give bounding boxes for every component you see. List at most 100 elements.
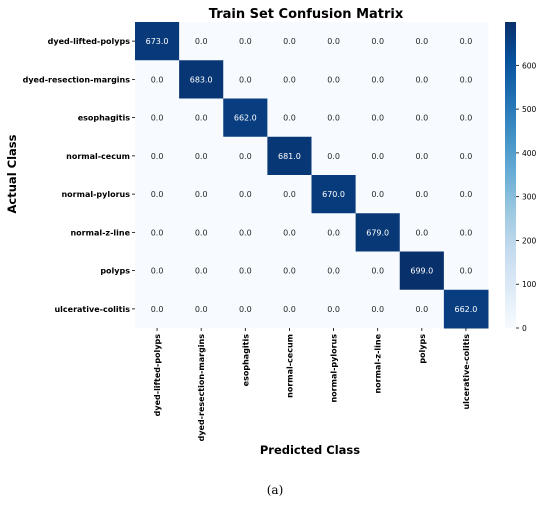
heatmap-cell: [223, 213, 268, 252]
y-tick-label: ulcerative-colitis: [54, 305, 130, 314]
colorbar-tick-label: 100: [522, 280, 537, 289]
cell-value: 0.0: [327, 37, 340, 46]
cell-value: 0.0: [327, 152, 340, 161]
cell-value: 0.0: [415, 114, 428, 123]
cell-value: 0.0: [283, 228, 296, 237]
x-tick-label: normal-z-line: [374, 333, 383, 393]
cell-value: 0.0: [415, 75, 428, 84]
cell-value: 0.0: [283, 37, 296, 46]
heatmap-cell: [135, 98, 180, 138]
cell-value: 0.0: [415, 37, 428, 46]
heatmap-cell: [267, 213, 312, 252]
cell-value: 0.0: [239, 305, 252, 314]
x-tick-label: normal-pylorus: [330, 334, 339, 403]
heatmap-cell: [267, 136, 312, 176]
cell-value: 0.0: [371, 37, 384, 46]
heatmap-cell: [223, 22, 268, 61]
cell-value: 0.0: [283, 114, 296, 123]
cell-value: 0.0: [283, 190, 296, 199]
cell-value: 0.0: [460, 152, 473, 161]
heatmap-cell: [179, 60, 224, 99]
y-tick-label: normal-z-line: [70, 228, 130, 237]
x-tick-label: normal-cecum: [285, 334, 294, 398]
heatmap-cell: [311, 22, 357, 61]
heatmap-cell: [223, 98, 268, 138]
heatmap-cell: [179, 136, 224, 176]
cell-value: 0.0: [151, 228, 164, 237]
heatmap-cell: [135, 22, 180, 61]
cell-value: 683.0: [190, 75, 213, 84]
heatmap-cell: [311, 289, 357, 329]
heatmap-cell: [399, 22, 445, 61]
heatmap-cell: [443, 175, 489, 214]
cell-value: 662.0: [234, 114, 257, 123]
cell-value: 0.0: [195, 305, 208, 314]
heatmap-cell: [135, 60, 180, 99]
cell-value: 0.0: [460, 114, 473, 123]
heatmap-cell: [179, 289, 224, 329]
cell-value: 0.0: [371, 114, 384, 123]
cell-value: 0.0: [239, 228, 252, 237]
cell-value: 0.0: [151, 114, 164, 123]
cell-value: 0.0: [327, 228, 340, 237]
cell-value: 0.0: [460, 267, 473, 276]
heatmap-cell: [355, 136, 401, 176]
cell-value: 681.0: [278, 152, 301, 161]
heatmap-cell: [355, 213, 401, 252]
y-tick-label: polyps: [100, 267, 130, 276]
heatmap-cell: [355, 175, 401, 214]
cell-value: 0.0: [371, 152, 384, 161]
heatmap-cell: [399, 136, 445, 176]
cell-value: 679.0: [366, 228, 389, 237]
heatmap-cell: [399, 60, 445, 99]
colorbar-ticks: 0 100 200 300 400 500 600: [516, 61, 537, 333]
heatmap-cell: [179, 22, 224, 61]
heatmap-cell: [443, 251, 489, 291]
colorbar-tick-label: 300: [522, 193, 537, 202]
heatmap-cell: [443, 213, 489, 252]
cell-value: 0.0: [327, 305, 340, 314]
cell-value: 0.0: [415, 190, 428, 199]
cell-value: 0.0: [460, 228, 473, 237]
colorbar-tick-label: 600: [522, 61, 537, 70]
cell-value: 699.0: [410, 267, 433, 276]
colorbar-tick-label: 500: [522, 105, 537, 114]
cell-value: 0.0: [195, 114, 208, 123]
heatmap-cell: [311, 213, 357, 252]
heatmap-cell: [399, 175, 445, 214]
y-axis-label: Actual Class: [5, 134, 19, 213]
heatmap-cell: [267, 289, 312, 329]
x-tick-label: polyps: [418, 334, 427, 364]
cell-value: 0.0: [371, 190, 384, 199]
cell-value: 0.0: [283, 267, 296, 276]
x-tick-labels: dyed-lifted-polyps dyed-resection-margins…: [153, 328, 471, 441]
cell-value: 0.0: [327, 267, 340, 276]
heatmap-cell: [399, 213, 445, 252]
cell-value: 0.0: [371, 267, 384, 276]
x-tick-label: dyed-lifted-polyps: [153, 334, 162, 417]
cell-value: 0.0: [195, 267, 208, 276]
heatmap-cell: [399, 251, 445, 291]
cell-value: 0.0: [239, 190, 252, 199]
heatmap-cell: [223, 136, 268, 176]
cell-value: 0.0: [460, 190, 473, 199]
cell-value: 0.0: [283, 305, 296, 314]
y-tick-label: esophagitis: [78, 114, 131, 123]
x-tick-label: ulcerative-colitis: [462, 334, 471, 410]
x-tick-label: dyed-resection-margins: [197, 334, 206, 442]
heatmap-cell: [135, 213, 180, 252]
heatmap-cell: [135, 136, 180, 176]
cell-value: 0.0: [415, 228, 428, 237]
cell-value: 670.0: [322, 190, 345, 199]
heatmap-cell: [135, 289, 180, 329]
heatmap-cell: [267, 60, 312, 99]
heatmap-cell: [355, 22, 401, 61]
cell-value: 0.0: [151, 152, 164, 161]
x-axis-label: Predicted Class: [260, 443, 360, 457]
heatmap-cell: [179, 251, 224, 291]
cell-value: 0.0: [327, 114, 340, 123]
heatmap-cell: [311, 251, 357, 291]
heatmap-cell: [355, 98, 401, 138]
cell-value: 0.0: [195, 37, 208, 46]
colorbar-tick-label: 400: [522, 149, 537, 158]
